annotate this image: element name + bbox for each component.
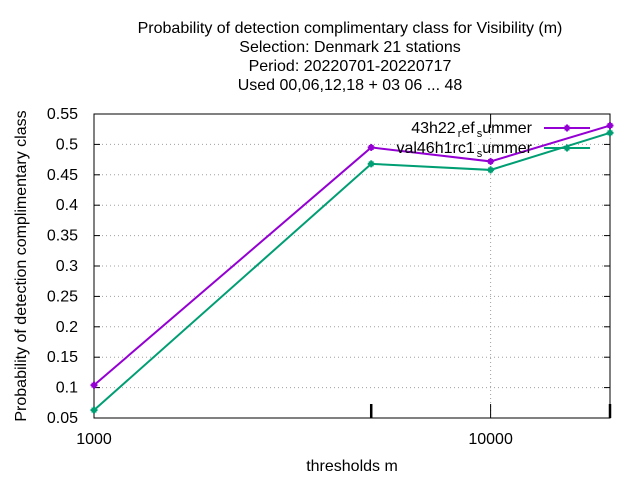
y-tick-label: 0.55: [47, 106, 78, 123]
y-tick-label: 0.25: [47, 288, 78, 305]
series-2-point: [487, 166, 495, 174]
series-1-point: [367, 143, 375, 151]
marker-dot: [91, 407, 97, 413]
title-line: Period: 20220701-20220717: [249, 58, 452, 75]
x-tick-label: 1000: [76, 431, 112, 448]
legend-marker-1: [563, 124, 571, 132]
legend-text-part: s: [477, 148, 483, 160]
y-tick-label: 0.2: [56, 319, 78, 336]
legend-text-part: r: [458, 128, 462, 140]
marker-dot: [368, 144, 374, 150]
marker-dot: [91, 382, 97, 388]
y-tick-label: 0.15: [47, 349, 78, 366]
y-tick-label: 0.1: [56, 380, 78, 397]
series-1-point: [606, 122, 614, 130]
legend-text-part: ummer: [482, 120, 532, 137]
y-tick-label: 0.05: [47, 410, 78, 427]
series-2-point: [606, 129, 614, 137]
y-tick-label: 0.35: [47, 228, 78, 245]
legend-marker-2: [563, 144, 571, 152]
plot-frame: [93, 113, 611, 419]
legend-label-2: val46h1rc1 summer: [396, 140, 532, 160]
series-1-point: [90, 381, 98, 389]
marker-dot: [607, 123, 613, 129]
marker-dot: [564, 145, 570, 151]
marker-dot: [488, 167, 494, 173]
legend-label-1: 43h22 ref summer: [411, 120, 532, 140]
x-axis-label: thresholds m: [306, 458, 398, 475]
marker-dot: [564, 125, 570, 131]
marker-dot: [368, 161, 374, 167]
marker-dot: [607, 130, 613, 136]
y-tick-label: 0.45: [47, 167, 78, 184]
marker-dot: [488, 158, 494, 164]
series-1-point: [487, 157, 495, 165]
series-2-point: [367, 160, 375, 168]
legend-text-part: val46h1rc1: [396, 140, 474, 157]
x-tick-label: 10000: [468, 431, 513, 448]
legend-text-part: ef: [461, 120, 475, 137]
title-line: Used 00,06,12,18 + 03 06 ... 48: [238, 77, 463, 94]
series: [90, 122, 614, 414]
y-tick-label: 0.4: [56, 197, 78, 214]
chart-title: Probability of detection complimentary c…: [138, 20, 563, 94]
legend-text-part: ummer: [482, 140, 532, 157]
title-line: Selection: Denmark 21 stations: [239, 39, 460, 56]
series-line-1: [93, 124, 611, 386]
grid: [94, 114, 610, 418]
y-tick-label: 0.3: [56, 258, 78, 275]
y-axis-label: Probability of detection complimentary c…: [13, 110, 30, 421]
legend-text-part: 43h22: [411, 120, 456, 137]
series-line-2: [93, 131, 611, 411]
y-tick-label: 0.5: [56, 136, 78, 153]
series-2-point: [90, 406, 98, 414]
axis-ticks: 0.05 0.1 0.15 0.2 0.25 0.3 0.35 0.4 0.45 0.5 0.55 1…: [47, 106, 612, 448]
legend-text-part: s: [477, 128, 483, 140]
title-line: Probability of detection complimentary c…: [138, 20, 563, 37]
